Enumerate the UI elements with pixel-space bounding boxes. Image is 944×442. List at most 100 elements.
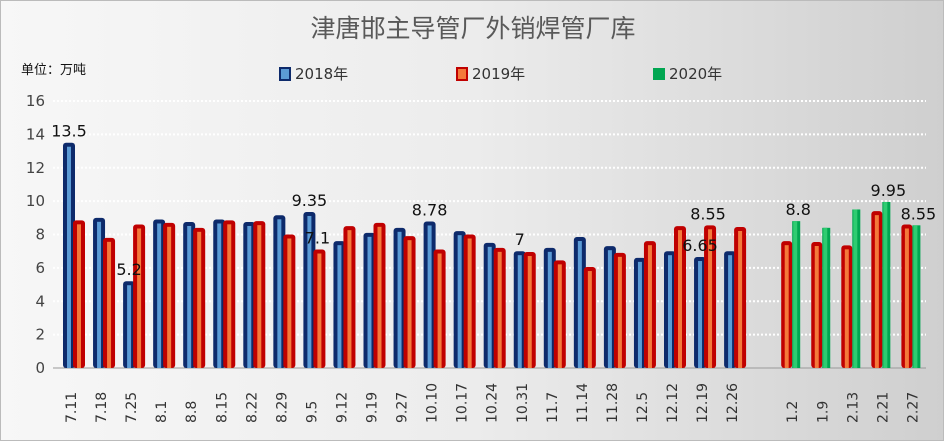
data-label: 9.35: [292, 191, 328, 210]
bar-highlight: [187, 225, 192, 368]
bar-highlight: [127, 285, 132, 368]
legend-item-2019: 2019年: [456, 63, 525, 84]
x-tick-label: 10.17: [455, 383, 471, 423]
bar-highlight: [317, 253, 322, 368]
data-label: 9.95: [871, 181, 907, 200]
x-tick-label: 9.19: [365, 392, 381, 423]
x-tick-label: 8.22: [244, 392, 260, 423]
bar-highlight: [337, 245, 342, 368]
x-tick-label: 11.7: [545, 392, 561, 423]
x-tick-label: 11.28: [605, 383, 621, 423]
bar-highlight: [678, 230, 682, 368]
data-label: 8.55: [690, 204, 726, 223]
bar-highlight: [904, 228, 909, 368]
bar-highlight: [698, 261, 703, 368]
bar-highlight: [874, 215, 879, 368]
y-axis-unit-label: 单位：万吨: [21, 63, 87, 78]
y-tick-label: 10: [26, 192, 45, 210]
chart-title: 津唐邯主导管厂外销焊管厂库: [310, 14, 636, 43]
bar-highlight: [157, 223, 162, 368]
bar-highlight: [487, 246, 492, 368]
bar-highlight: [247, 225, 252, 368]
bar-highlight: [668, 255, 672, 368]
bar-highlight: [287, 238, 292, 368]
bar-highlight: [67, 146, 71, 368]
bar-highlight: [367, 236, 372, 368]
bar-highlight: [437, 253, 442, 368]
bar-highlight: [307, 215, 312, 368]
x-tick-label: 7.18: [94, 392, 110, 423]
x-tick-label: 8.1: [154, 401, 170, 423]
x-tick-label: 10.31: [515, 383, 531, 423]
y-tick-label: 6: [35, 259, 45, 277]
x-tick-label: 11.14: [575, 383, 591, 423]
bar-highlight: [617, 256, 622, 368]
bar-highlight: [257, 225, 262, 368]
x-tick-label: 2.21: [875, 392, 891, 423]
legend-item-2018: 2018年: [279, 63, 348, 84]
bar-highlight: [883, 201, 888, 368]
x-tick-label: 8.15: [214, 392, 230, 423]
data-label: 7: [515, 230, 525, 249]
bar-highlight: [217, 223, 222, 368]
bar-highlight: [77, 224, 81, 368]
bar-highlight: [227, 224, 232, 368]
x-tick-label: 7.25: [124, 392, 140, 423]
y-tick-label: 16: [26, 92, 45, 110]
y-tick-label: 2: [35, 326, 45, 344]
data-label: 8.8: [785, 200, 810, 219]
x-tick-label: 2.27: [905, 392, 921, 423]
data-label: 8.55: [901, 204, 937, 223]
bar-highlight: [377, 226, 382, 368]
bar-highlight: [587, 271, 592, 368]
bar-highlight: [728, 255, 733, 368]
bar-highlight: [457, 235, 462, 368]
legend-label: 2020年: [669, 65, 723, 83]
bar-highlight: [814, 246, 819, 368]
bar-highlight: [517, 255, 522, 368]
data-label: 5.2: [116, 260, 141, 279]
y-tick-label: 12: [26, 159, 45, 177]
x-tick-label: 12.26: [725, 383, 741, 423]
bar-highlight: [527, 256, 532, 368]
x-tick-label: 10.24: [485, 383, 501, 423]
x-tick-label: 9.27: [395, 392, 411, 423]
bar-highlight: [913, 225, 918, 368]
x-tick-label: 7.11: [64, 392, 80, 423]
y-tick-label: 0: [35, 359, 45, 377]
bar-highlight: [793, 221, 798, 368]
bar-highlight: [197, 231, 202, 368]
bar-highlight: [497, 251, 502, 368]
bar-highlight: [853, 209, 858, 368]
bar-highlight: [637, 261, 642, 368]
bar-highlight: [407, 240, 412, 368]
x-tick-label: 12.5: [635, 392, 651, 423]
bar-highlight: [844, 249, 849, 368]
bar-highlight: [647, 245, 652, 368]
x-tick-label: 12.19: [695, 383, 711, 423]
x-tick-label: 8.29: [274, 392, 290, 423]
legend-label: 2019年: [472, 65, 526, 83]
bar-highlight: [347, 230, 352, 368]
bar-highlight: [137, 228, 142, 368]
bar-highlight: [427, 225, 432, 368]
bar-highlight: [397, 231, 402, 368]
x-tick-label: 12.12: [665, 383, 681, 423]
bar-highlight: [577, 241, 582, 368]
bar-highlight: [823, 227, 828, 368]
legend-label: 2018年: [295, 65, 349, 83]
legend-item-2020: 2020年: [653, 63, 722, 84]
bar-highlight: [97, 221, 102, 368]
bar-highlight: [107, 241, 112, 368]
x-tick-label: 9.12: [334, 392, 350, 423]
x-tick-label: 2.13: [845, 392, 861, 423]
y-tick-label: 4: [35, 292, 45, 310]
data-label: 7.1: [305, 229, 330, 248]
bar-highlight: [547, 251, 552, 368]
x-tick-label: 9.5: [304, 401, 320, 423]
x-tick-label: 1.9: [815, 401, 831, 423]
bar-highlight: [277, 219, 282, 368]
y-tick-label: 14: [26, 125, 45, 143]
